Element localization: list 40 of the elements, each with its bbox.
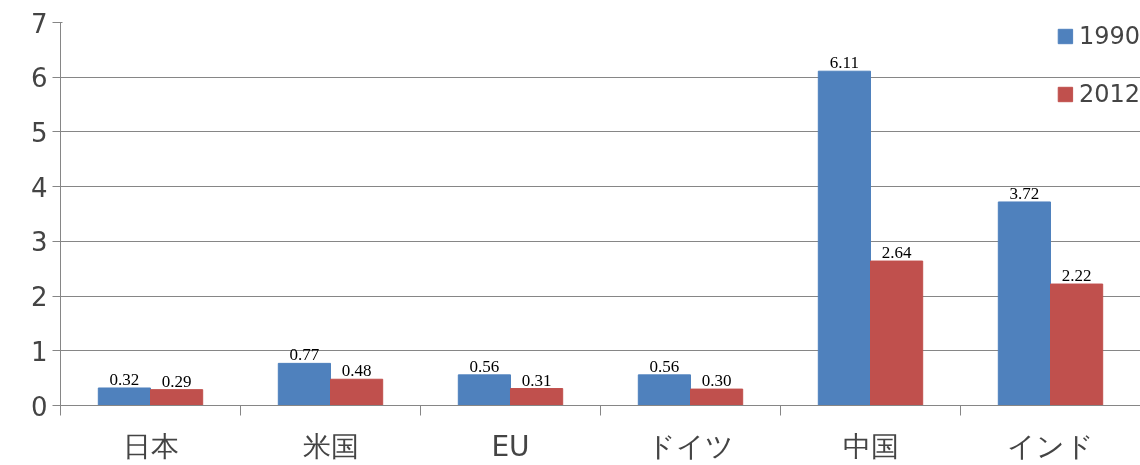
bar — [690, 388, 744, 406]
bar — [150, 389, 204, 406]
data-label: 0.32 — [109, 369, 140, 389]
legend-label: 2012 — [1078, 80, 1140, 108]
bar — [997, 201, 1051, 406]
data-label: 2.64 — [881, 243, 912, 263]
x-tick-label: インド — [1007, 429, 1094, 463]
data-label: 0.48 — [341, 361, 372, 381]
x-tick-label: 中国 — [842, 429, 899, 463]
y-tick-label: 4 — [30, 172, 48, 203]
y-tick-label: 7 — [30, 8, 48, 39]
bar — [1050, 283, 1104, 406]
bar — [870, 260, 924, 406]
y-tick-label: 2 — [30, 282, 48, 313]
y-tick-label: 1 — [30, 336, 48, 367]
data-label: 0.56 — [649, 356, 680, 376]
data-label: 0.56 — [469, 356, 500, 376]
data-label: 3.72 — [1009, 183, 1040, 203]
legend-label: 1990 — [1078, 22, 1140, 50]
data-label: 2.22 — [1061, 266, 1092, 286]
data-label: 0.29 — [161, 371, 192, 391]
bar — [817, 70, 871, 406]
x-tick-label: 米国 — [302, 429, 359, 463]
bar — [277, 362, 331, 406]
bar — [457, 374, 511, 406]
x-tick-label: 日本 — [122, 429, 179, 463]
y-tick-label: 3 — [30, 227, 48, 258]
data-label: 0.31 — [521, 370, 552, 390]
y-tick-label: 5 — [30, 117, 48, 148]
x-tick-label: ドイツ — [647, 429, 734, 463]
bar — [97, 387, 151, 406]
bar — [510, 388, 564, 406]
data-label: 6.11 — [829, 53, 859, 73]
data-label: 0.30 — [701, 371, 732, 391]
bar — [637, 374, 691, 406]
bar — [330, 378, 384, 406]
x-tick-label: EU — [491, 429, 530, 463]
data-label: 0.77 — [289, 345, 320, 365]
y-tick-label: 6 — [30, 63, 48, 94]
y-tick-label: 0 — [30, 391, 48, 422]
